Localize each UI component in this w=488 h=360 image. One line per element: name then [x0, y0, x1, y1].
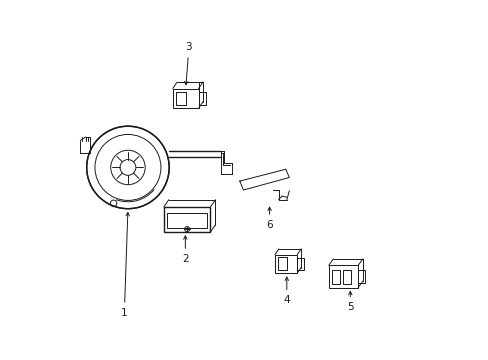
Bar — [297, 258, 303, 270]
Bar — [328, 265, 357, 288]
Bar — [163, 207, 210, 232]
Bar — [176, 92, 185, 105]
Bar — [357, 270, 364, 283]
Text: 3: 3 — [184, 42, 192, 85]
Text: 2: 2 — [182, 236, 188, 264]
Circle shape — [86, 126, 169, 209]
Bar — [277, 257, 286, 270]
Bar — [331, 270, 339, 284]
Text: 1: 1 — [121, 212, 129, 318]
Bar — [198, 92, 205, 105]
Bar — [172, 89, 198, 108]
Text: 6: 6 — [266, 207, 272, 230]
Bar — [167, 213, 206, 228]
Text: 5: 5 — [346, 292, 353, 312]
Bar — [274, 255, 297, 273]
Bar — [342, 270, 350, 284]
Text: 4: 4 — [283, 277, 289, 305]
